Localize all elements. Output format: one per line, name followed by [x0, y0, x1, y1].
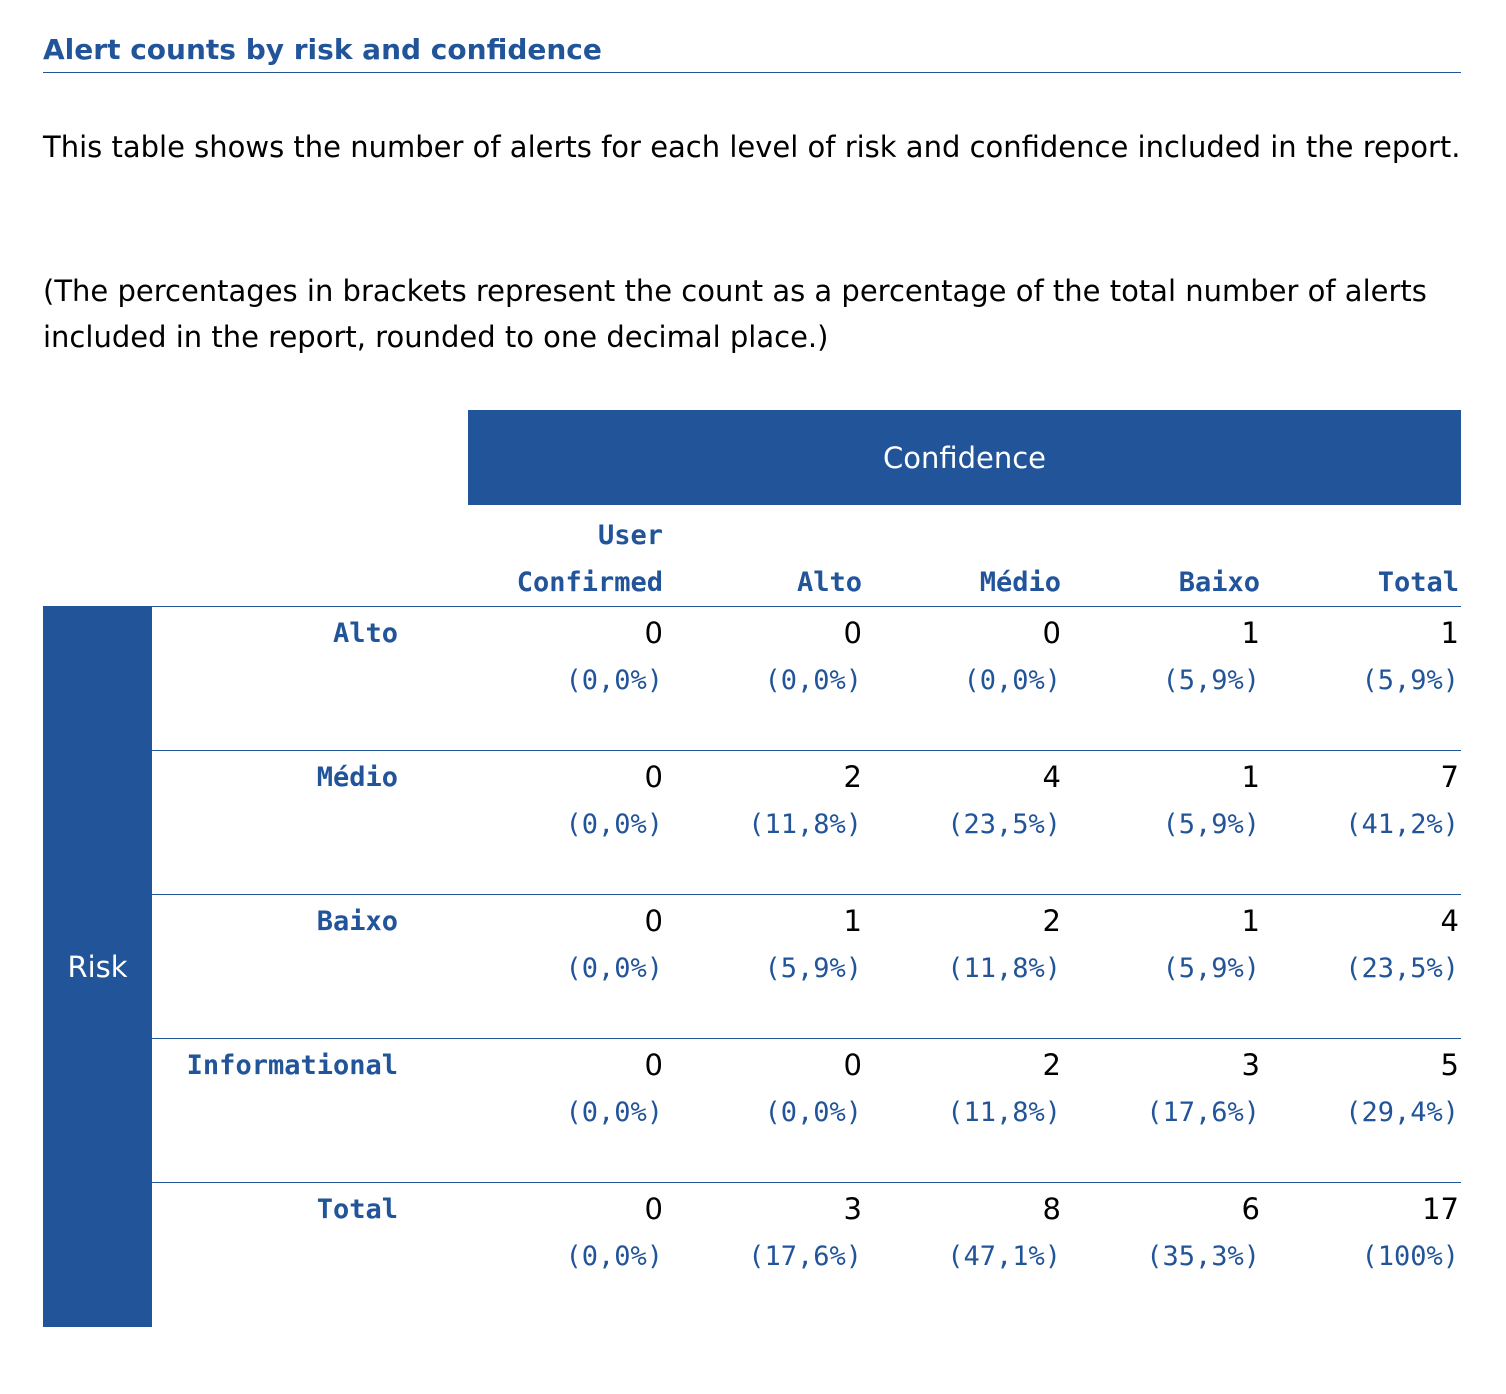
risk-header-label: Risk — [67, 949, 128, 984]
row-label-medio: Médio — [316, 762, 398, 793]
cell-percentage: (11,8%) — [748, 809, 862, 840]
intro-paragraph: This table shows the number of alerts fo… — [43, 130, 1461, 164]
table-cell: 3 (17,6%) — [672, 1186, 862, 1280]
cell-count: 1 — [843, 904, 862, 938]
column-header-medio: Médio — [979, 567, 1061, 598]
percentage-note-paragraph: (The percentages in brackets represent t… — [43, 274, 1427, 354]
row-label-alto: Alto — [332, 618, 398, 649]
table-cell: 0 (0,0%) — [871, 610, 1061, 704]
cell-percentage: (5,9%) — [1361, 665, 1459, 696]
cell-percentage: (0,0%) — [963, 665, 1061, 696]
cell-percentage: (17,6%) — [1146, 1097, 1260, 1128]
table-cell: 8 (47,1%) — [871, 1186, 1061, 1280]
table-cell: 0 (0,0%) — [672, 610, 862, 704]
cell-percentage: (23,5%) — [1345, 953, 1459, 984]
cell-count: 6 — [1241, 1192, 1260, 1226]
cell-percentage: (11,8%) — [947, 953, 1061, 984]
row-divider — [152, 1038, 1461, 1039]
table-cell: 1 (5,9%) — [1070, 754, 1260, 848]
cell-count: 0 — [644, 1048, 663, 1082]
cell-percentage: (0,0%) — [565, 1241, 663, 1272]
cell-count: 1 — [1440, 616, 1459, 650]
table-cell: 5 (29,4%) — [1269, 1042, 1459, 1136]
cell-count: 1 — [1241, 616, 1260, 650]
cell-count: 2 — [1042, 904, 1061, 938]
cell-percentage: (0,0%) — [565, 809, 663, 840]
cell-percentage: (5,9%) — [1162, 665, 1260, 696]
cell-percentage: (41,2%) — [1345, 809, 1459, 840]
column-header-user-confirmed-line-1: User — [597, 520, 663, 551]
table-cell: 1 (5,9%) — [1070, 610, 1260, 704]
cell-count: 0 — [843, 1048, 862, 1082]
table-cell: 0 (0,0%) — [473, 1042, 663, 1136]
row-label-baixo: Baixo — [316, 906, 398, 937]
table-cell: 0 (0,0%) — [473, 1186, 663, 1280]
table-cell: 0 (0,0%) — [672, 1042, 862, 1136]
cell-count: 0 — [644, 616, 663, 650]
cell-percentage: (35,3%) — [1146, 1241, 1260, 1272]
table-cell: 0 (0,0%) — [473, 610, 663, 704]
row-divider — [152, 894, 1461, 895]
cell-count: 4 — [1440, 904, 1459, 938]
row-divider — [152, 1182, 1461, 1183]
table-cell: 2 (11,8%) — [871, 898, 1061, 992]
cell-percentage: (11,8%) — [947, 1097, 1061, 1128]
table-cell: 4 (23,5%) — [871, 754, 1061, 848]
cell-count: 0 — [1042, 616, 1061, 650]
table-cell: 2 (11,8%) — [871, 1042, 1061, 1136]
cell-percentage: (17,6%) — [748, 1241, 862, 1272]
table-cell: 0 (0,0%) — [473, 898, 663, 992]
column-header-total: Total — [1377, 567, 1459, 598]
cell-percentage: (100%) — [1361, 1241, 1459, 1272]
cell-percentage: (0,0%) — [565, 1097, 663, 1128]
cell-percentage: (47,1%) — [947, 1241, 1061, 1272]
table-cell: 1 (5,9%) — [672, 898, 862, 992]
cell-count: 0 — [843, 616, 862, 650]
risk-header: Risk — [43, 606, 152, 1327]
cell-count: 3 — [1241, 1048, 1260, 1082]
cell-count: 7 — [1440, 760, 1459, 794]
cell-count: 0 — [644, 904, 663, 938]
table-cell: 1 (5,9%) — [1070, 898, 1260, 992]
section-title: Alert counts by risk and confidence — [43, 30, 1461, 73]
cell-count: 2 — [843, 760, 862, 794]
table-cell: 0 (0,0%) — [473, 754, 663, 848]
cell-percentage: (5,9%) — [764, 953, 862, 984]
cell-percentage: (0,0%) — [764, 665, 862, 696]
table-cell: 6 (35,3%) — [1070, 1186, 1260, 1280]
cell-percentage: (23,5%) — [947, 809, 1061, 840]
cell-percentage: (29,4%) — [1345, 1097, 1459, 1128]
row-label-total: Total — [316, 1194, 398, 1225]
cell-count: 0 — [644, 760, 663, 794]
table-cell: 3 (17,6%) — [1070, 1042, 1260, 1136]
column-header-alto: Alto — [796, 567, 862, 598]
confidence-header: Confidence — [468, 410, 1461, 505]
cell-percentage: (0,0%) — [565, 953, 663, 984]
table-cell: 1 (5,9%) — [1269, 610, 1459, 704]
row-divider — [152, 606, 1461, 607]
cell-count: 17 — [1422, 1192, 1459, 1226]
cell-count: 3 — [843, 1192, 862, 1226]
cell-count: 1 — [1241, 904, 1260, 938]
cell-percentage: (0,0%) — [764, 1097, 862, 1128]
column-header-baixo: Baixo — [1178, 567, 1260, 598]
column-header-user-confirmed-line-2: Confirmed — [516, 567, 663, 598]
cell-count: 0 — [644, 1192, 663, 1226]
cell-count: 8 — [1042, 1192, 1061, 1226]
row-divider — [152, 750, 1461, 751]
row-label-informational: Informational — [186, 1050, 398, 1081]
cell-count: 1 — [1241, 760, 1260, 794]
cell-count: 5 — [1440, 1048, 1459, 1082]
table-cell: 2 (11,8%) — [672, 754, 862, 848]
table-cell: 7 (41,2%) — [1269, 754, 1459, 848]
cell-count: 4 — [1042, 760, 1061, 794]
table-cell: 4 (23,5%) — [1269, 898, 1459, 992]
cell-percentage: (0,0%) — [565, 665, 663, 696]
cell-count: 2 — [1042, 1048, 1061, 1082]
table-cell: 17 (100%) — [1269, 1186, 1459, 1280]
cell-percentage: (5,9%) — [1162, 809, 1260, 840]
cell-percentage: (5,9%) — [1162, 953, 1260, 984]
confidence-header-label: Confidence — [882, 440, 1047, 475]
